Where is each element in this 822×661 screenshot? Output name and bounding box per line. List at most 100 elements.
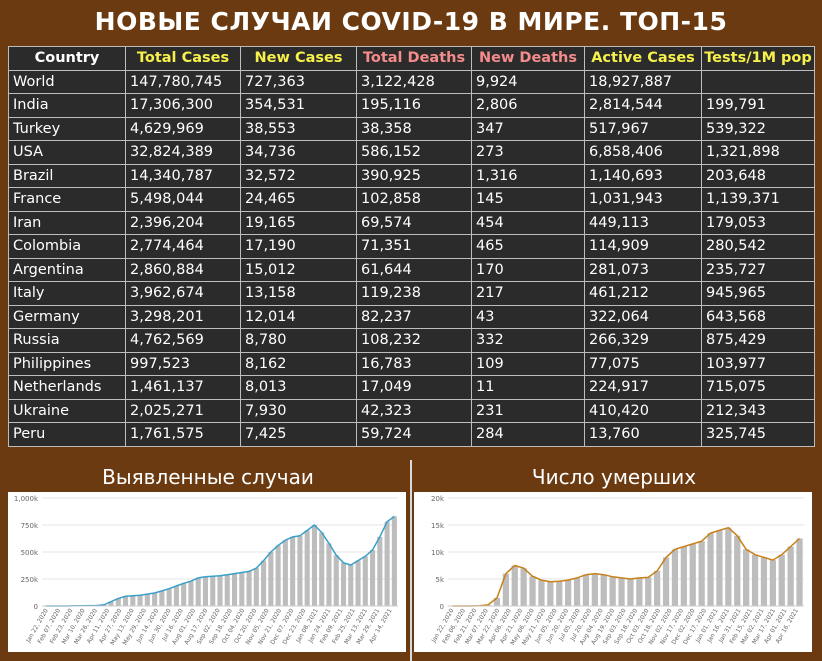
chart-bar bbox=[609, 576, 616, 606]
value-cell: 449,113 bbox=[584, 210, 702, 235]
value-cell: 13,158 bbox=[240, 281, 357, 306]
chart-bar bbox=[520, 568, 527, 606]
chart-bar bbox=[268, 552, 274, 606]
country-cell: Brazil bbox=[8, 163, 126, 188]
y-tick-label: 20k bbox=[431, 495, 445, 503]
chart-bar bbox=[282, 540, 288, 606]
y-tick-label: 750k bbox=[21, 522, 39, 530]
value-cell: 199,791 bbox=[701, 93, 815, 118]
country-cell: Iran bbox=[8, 210, 126, 235]
value-cell: 1,761,575 bbox=[125, 422, 241, 447]
table-row: Peru 1,761,575 7,425 59,724 284 13,760 325,745 bbox=[8, 422, 815, 447]
y-tick-label: 250k bbox=[21, 576, 39, 584]
chart-bar bbox=[144, 594, 150, 606]
chart-bar bbox=[707, 533, 714, 606]
chart-bar bbox=[787, 546, 794, 606]
value-cell: 14,340,787 bbox=[125, 163, 241, 188]
value-cell: 12,014 bbox=[240, 304, 357, 329]
country-cell: India bbox=[8, 93, 126, 118]
value-cell: 2,806 bbox=[471, 93, 585, 118]
value-cell: 1,316 bbox=[471, 163, 585, 188]
col-header-2: New Cases bbox=[240, 46, 357, 71]
y-tick-label: 500k bbox=[21, 549, 39, 557]
value-cell: 34,736 bbox=[240, 140, 357, 165]
chart-bar bbox=[108, 601, 114, 606]
table-row: France 5,498,044 24,465 102,858 145 1,031,943… bbox=[8, 187, 815, 212]
country-cell: Ukraine bbox=[8, 398, 126, 423]
chart-line bbox=[45, 515, 395, 607]
value-cell: 586,152 bbox=[356, 140, 472, 165]
chart-bar bbox=[246, 571, 252, 606]
country-cell: Russia bbox=[8, 328, 126, 353]
chart-bar bbox=[698, 541, 705, 606]
value-cell: 643,568 bbox=[701, 304, 815, 329]
value-cell: 43 bbox=[471, 304, 585, 329]
value-cell: 11 bbox=[471, 375, 585, 400]
chart-bar bbox=[370, 549, 376, 606]
chart-bar bbox=[769, 560, 776, 606]
country-cell: USA bbox=[8, 140, 126, 165]
table-row: Italy 3,962,674 13,158 119,238 217 461,212 945… bbox=[8, 281, 815, 306]
chart-bar bbox=[716, 530, 723, 606]
value-cell: 3,298,201 bbox=[125, 304, 241, 329]
value-cell: 997,523 bbox=[125, 351, 241, 376]
table-row: Argentina 2,860,884 15,012 61,644 170 281,073… bbox=[8, 257, 815, 282]
chart-bar bbox=[362, 556, 368, 606]
chart-bar bbox=[796, 538, 803, 606]
table-row: Colombia 2,774,464 17,190 71,351 465 114,909 2… bbox=[8, 234, 815, 259]
covid-table: Country Total Cases New Cases Total Deaths N… bbox=[8, 46, 815, 447]
value-cell: 6,858,406 bbox=[584, 140, 702, 165]
value-cell: 284 bbox=[471, 422, 585, 447]
value-cell: 145 bbox=[471, 187, 585, 212]
value-cell: 2,025,271 bbox=[125, 398, 241, 423]
col-header-1: Total Cases bbox=[125, 46, 241, 71]
col-header-5: Active Cases bbox=[584, 46, 702, 71]
chart-bar bbox=[582, 574, 590, 606]
value-cell: 7,425 bbox=[240, 422, 357, 447]
value-cell: 179,053 bbox=[701, 210, 815, 235]
chart-bar bbox=[202, 576, 209, 606]
value-cell: 8,013 bbox=[240, 375, 357, 400]
chart-bar bbox=[565, 580, 572, 606]
chart-bar bbox=[290, 536, 296, 606]
chart-bar bbox=[511, 565, 518, 606]
chart-bar bbox=[751, 554, 759, 606]
table-row: Russia 4,762,569 8,780 108,232 332 266,329 875… bbox=[8, 328, 815, 353]
value-cell: 15,012 bbox=[240, 257, 357, 282]
value-cell: 109 bbox=[471, 351, 585, 376]
chart-bar bbox=[253, 568, 259, 606]
value-cell: 715,075 bbox=[701, 375, 815, 400]
table-row: Iran 2,396,204 19,165 69,574 454 449,113 179,0… bbox=[8, 210, 815, 235]
value-cell: 8,162 bbox=[240, 351, 357, 376]
chart-separator bbox=[410, 460, 412, 661]
value-cell: 102,858 bbox=[356, 187, 472, 212]
value-cell: 114,909 bbox=[584, 234, 702, 259]
chart-bar bbox=[115, 598, 121, 606]
col-header-3: Total Deaths bbox=[356, 46, 472, 71]
value-cell: 517,967 bbox=[584, 116, 702, 141]
chart-bar bbox=[340, 562, 347, 606]
value-cell: 8,780 bbox=[240, 328, 357, 353]
chart-bar bbox=[636, 577, 643, 606]
country-cell: Argentina bbox=[8, 257, 126, 282]
country-cell: Colombia bbox=[8, 234, 126, 259]
chart-bar bbox=[224, 574, 230, 606]
value-cell: 203,648 bbox=[701, 163, 815, 188]
value-cell: 38,553 bbox=[240, 116, 357, 141]
chart-bar bbox=[391, 516, 397, 606]
value-cell: 42,323 bbox=[356, 398, 472, 423]
chart-bar bbox=[348, 564, 354, 606]
y-tick-label: 15k bbox=[431, 522, 445, 530]
value-cell: 103,977 bbox=[701, 351, 815, 376]
chart-bar bbox=[600, 574, 607, 606]
country-cell: Netherlands bbox=[8, 375, 126, 400]
value-cell: 82,237 bbox=[356, 304, 472, 329]
value-cell: 4,762,569 bbox=[125, 328, 241, 353]
value-cell: 69,574 bbox=[356, 210, 472, 235]
deaths-chart: 0 5k 10k 15k 20k Jan 22, 2020 Feb 06, 2020 Feb … bbox=[414, 492, 812, 652]
chart-bar bbox=[689, 543, 696, 606]
col-header-0: Country bbox=[8, 46, 126, 71]
value-cell: 1,321,898 bbox=[701, 140, 815, 165]
value-cell: 266,329 bbox=[584, 328, 702, 353]
